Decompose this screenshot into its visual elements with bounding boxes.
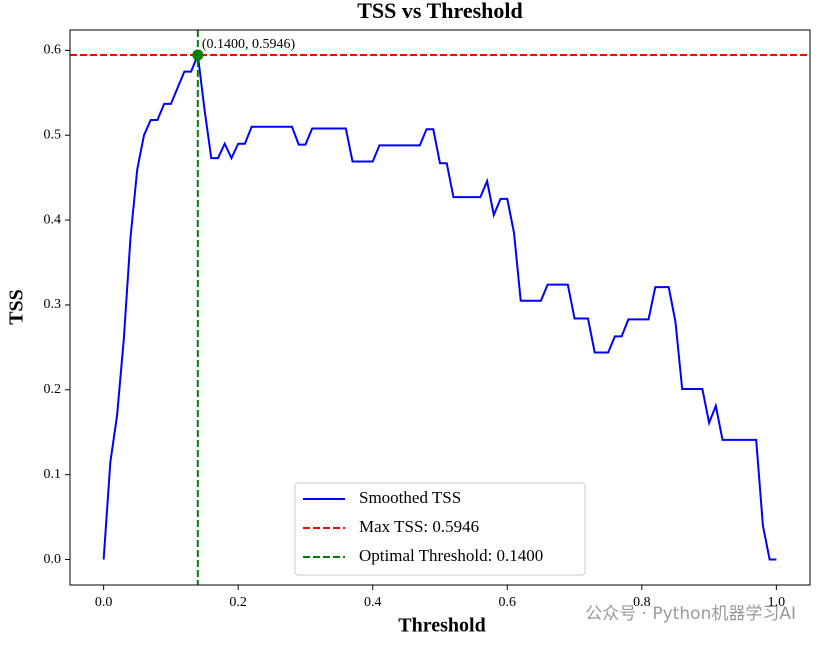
- legend-label: Optimal Threshold: 0.1400: [359, 546, 543, 565]
- y-tick-label: 0.1: [44, 467, 62, 482]
- legend-label: Smoothed TSS: [359, 488, 461, 507]
- chart-title: TSS vs Threshold: [357, 0, 523, 23]
- x-tick-label: 0.0: [95, 595, 113, 610]
- watermark: 公众号 · Python机器学习AI: [585, 604, 796, 624]
- x-axis-label: Threshold: [398, 615, 485, 637]
- x-tick-label: 0.8: [633, 595, 651, 610]
- x-tick-label: 0.6: [499, 595, 517, 610]
- optimal-point: [192, 49, 204, 61]
- legend-label: Max TSS: 0.5946: [359, 517, 479, 536]
- y-tick-label: 0.2: [44, 382, 62, 397]
- x-tick-label: 0.2: [229, 595, 247, 610]
- y-tick-label: 0.4: [44, 212, 62, 227]
- point-annotation: (0.1400, 0.5946): [202, 37, 296, 52]
- y-tick-label: 0.3: [44, 297, 62, 312]
- data-line: [102, 50, 777, 561]
- y-tick-label: 0.5: [44, 127, 62, 142]
- y-axis-label: TSS: [6, 289, 28, 325]
- y-tick-label: 0.6: [44, 43, 62, 58]
- x-tick-label: 0.4: [364, 595, 382, 610]
- x-tick-label: 1.0: [768, 595, 786, 610]
- y-tick-label: 0.0: [44, 552, 62, 567]
- axes-frame: [69, 29, 811, 586]
- legend-box: [294, 482, 586, 576]
